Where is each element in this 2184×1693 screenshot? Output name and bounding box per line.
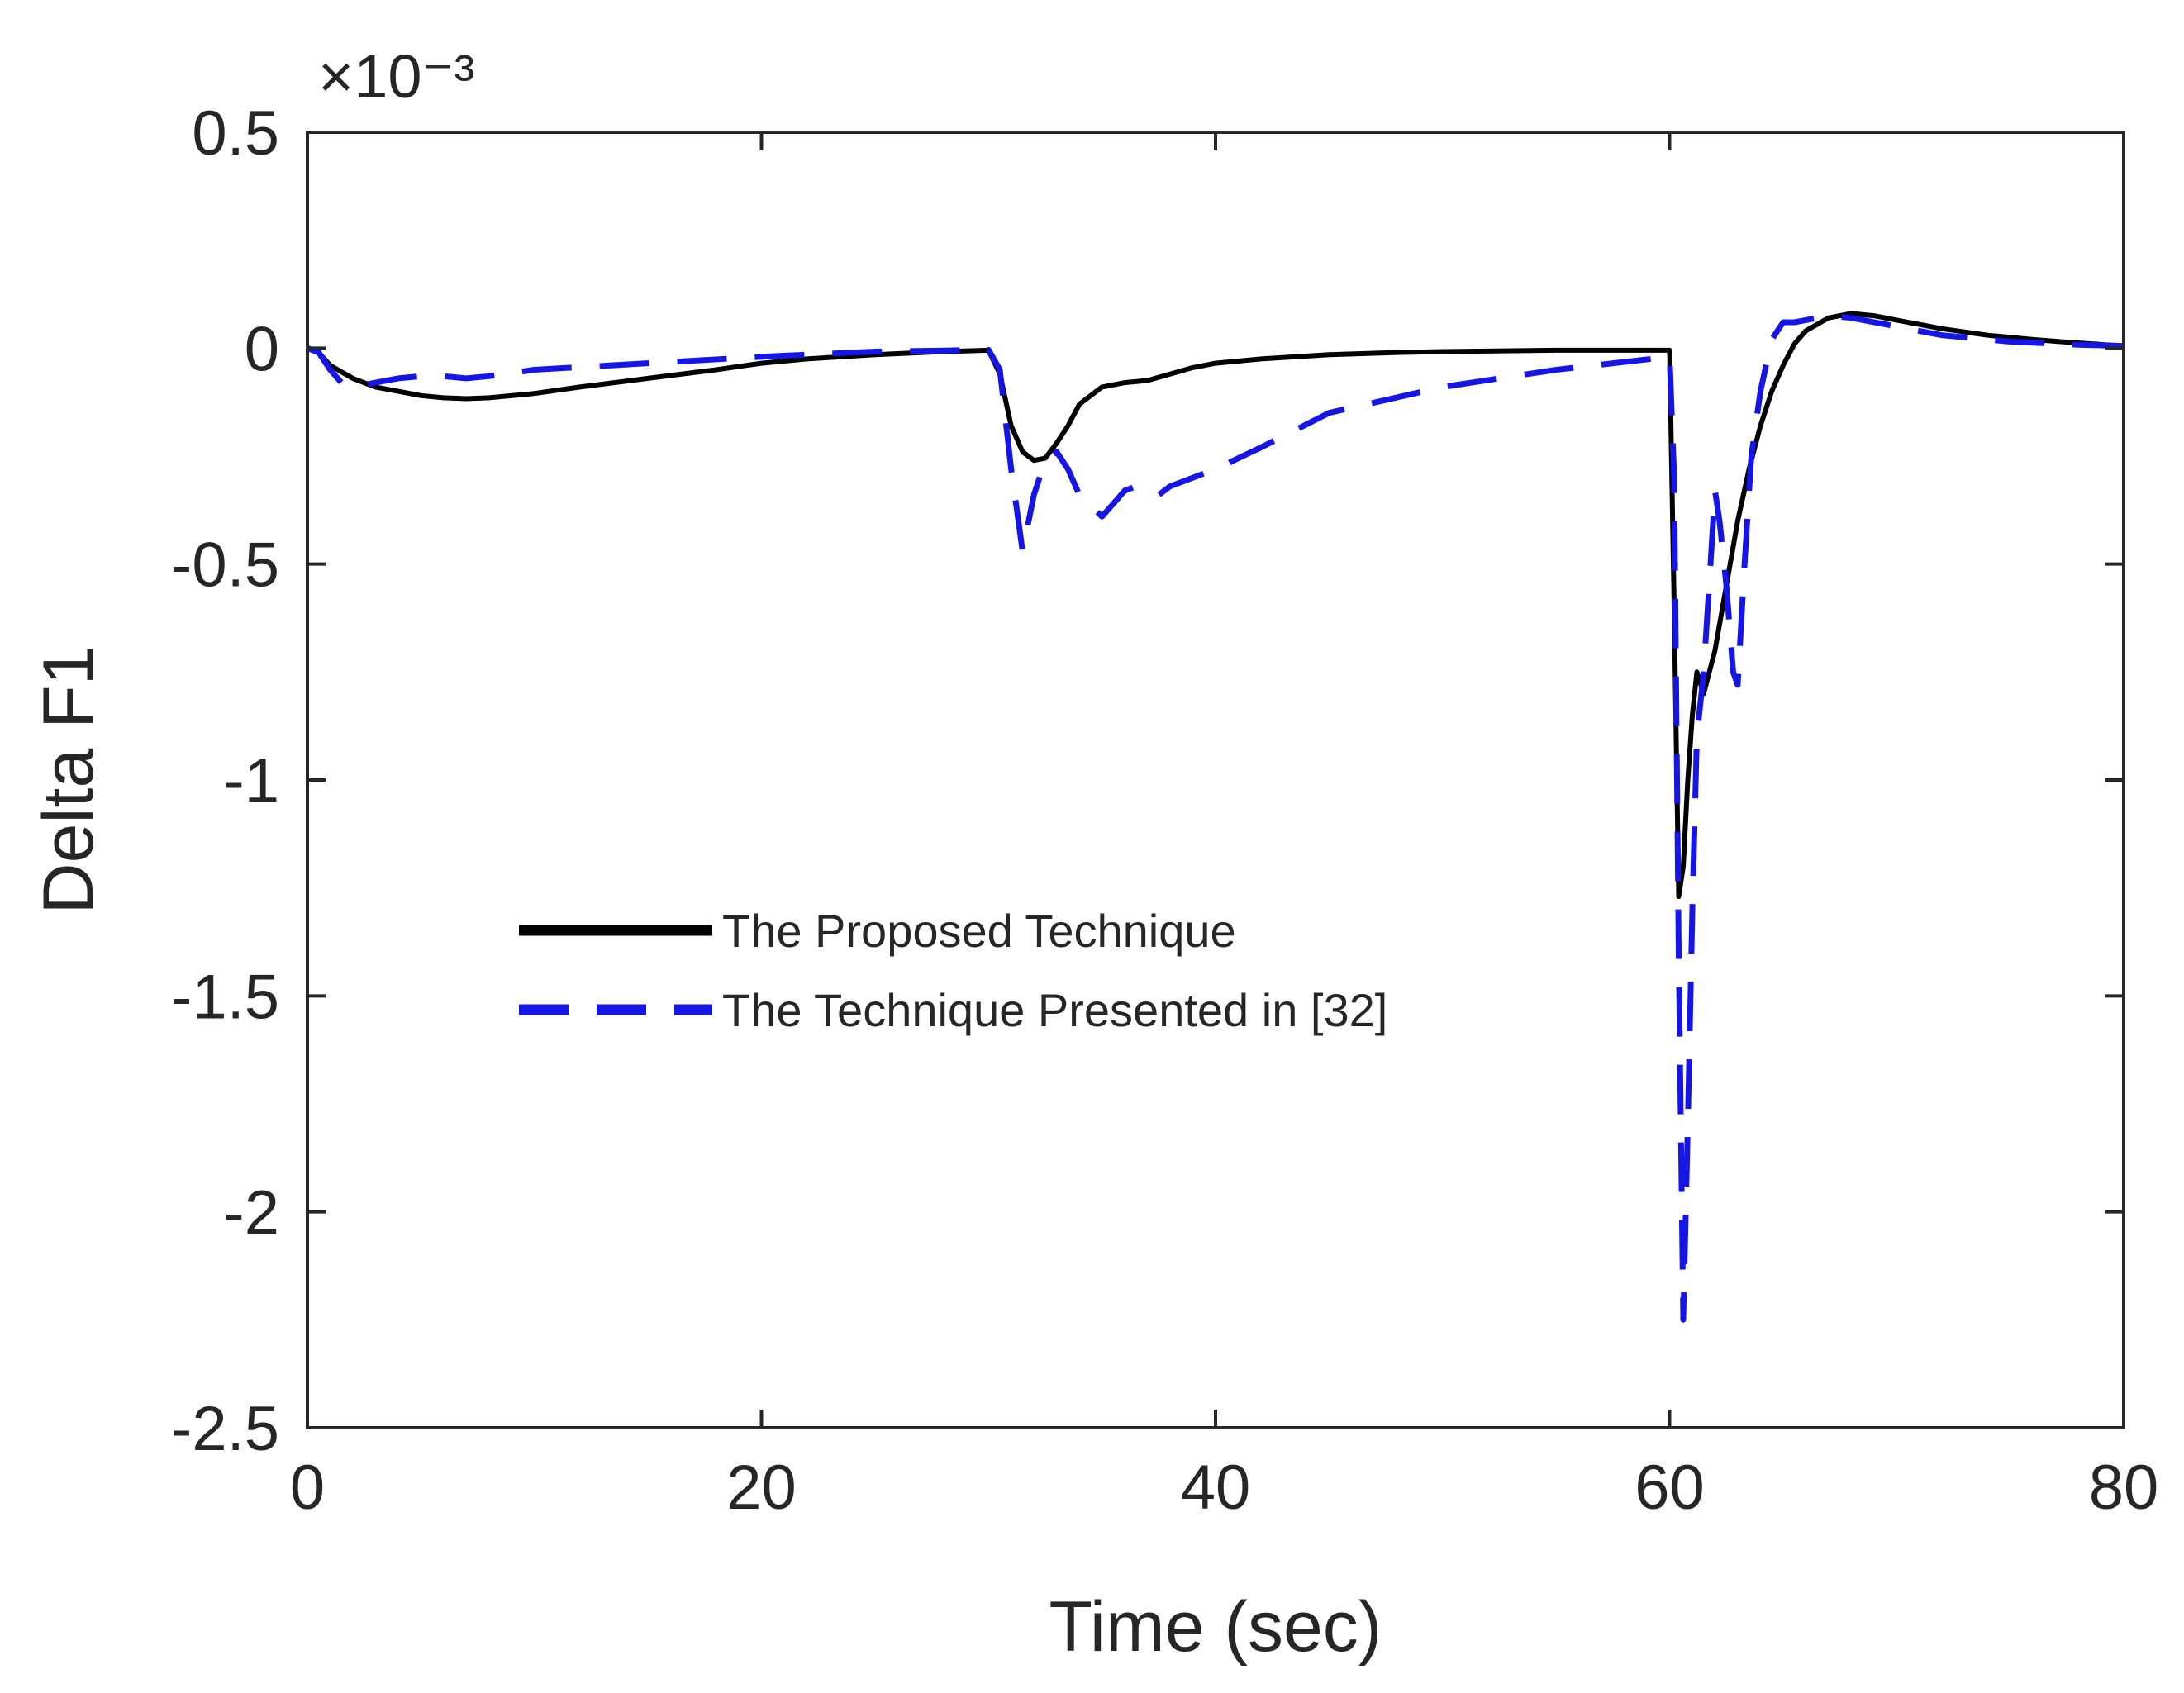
y-exponent-label: ×10⁻³ [318,42,474,111]
y-tick-label: -2.5 [171,1394,279,1464]
y-tick-label: -0.5 [171,530,279,601]
y-tick-label: 0 [245,314,279,384]
legend-label-proposed: The Proposed Technique [722,905,1236,957]
legend: The Proposed Technique The Technique Pre… [519,905,1387,1036]
series-line-proposed [306,311,2125,900]
legend-label-reference: The Technique Presented in [32] [722,984,1387,1036]
y-tick-label: -1 [223,746,279,816]
x-tick-label: 20 [726,1453,797,1523]
y-tick-label: 0.5 [192,98,279,169]
y-axis-label: Delta F1 [29,645,108,914]
series-line-reference [306,312,2125,1323]
x-tick-label: 80 [2089,1453,2159,1523]
x-tick-label: 0 [290,1453,325,1523]
y-tick-label: -1.5 [171,962,279,1032]
x-axis-label: Time (sec) [1049,1587,1382,1667]
series-layer [306,311,2125,1323]
x-tick-label: 60 [1634,1453,1705,1523]
ticks-layer: 0 20 40 60 80 0.5 0 -0.5 -1 -1.5 -2 -2.5 [171,98,2158,1523]
y-tick-label: -2 [223,1178,279,1248]
plot-area [307,132,2124,1428]
x-tick-label: 40 [1181,1453,1251,1523]
